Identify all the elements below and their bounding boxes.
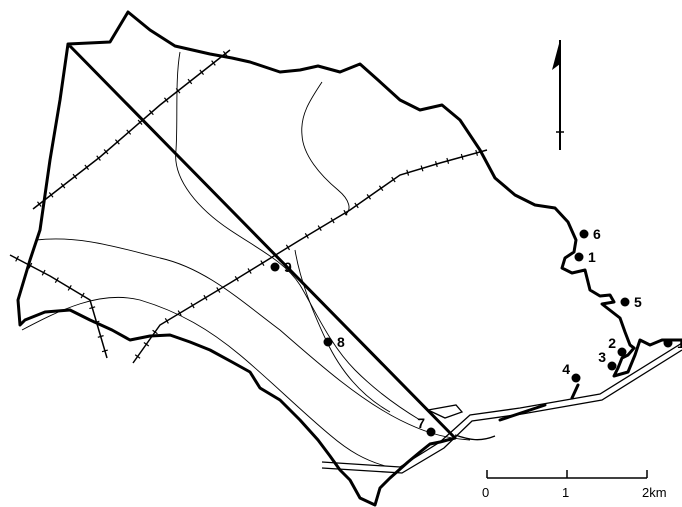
railway-west bbox=[9, 254, 108, 359]
stream-north bbox=[301, 81, 350, 216]
site-marker-1: 1 bbox=[574, 249, 596, 265]
road-south-spur bbox=[454, 434, 496, 441]
site-label: 6 bbox=[593, 226, 601, 242]
railway-central bbox=[132, 149, 488, 364]
scale-label-1: 1 bbox=[562, 485, 569, 500]
site-label: 8 bbox=[337, 334, 345, 350]
road-spur bbox=[425, 404, 464, 419]
site-dot bbox=[620, 297, 630, 307]
site-label: 4 bbox=[562, 361, 570, 377]
stream-main bbox=[35, 238, 471, 441]
railway-ticks bbox=[15, 50, 479, 359]
roads bbox=[321, 342, 682, 474]
site-marker-5: 5 bbox=[620, 294, 642, 310]
site-marker-4: 4 bbox=[562, 361, 581, 383]
railways bbox=[9, 49, 488, 364]
site-dot bbox=[579, 229, 589, 239]
scale-bar: 0 1 2km bbox=[482, 470, 667, 500]
site-dot bbox=[663, 338, 673, 348]
streams bbox=[21, 51, 471, 467]
catchment-boundary bbox=[16, 10, 682, 507]
site-marker-3: 3 bbox=[598, 349, 617, 371]
site-dot bbox=[617, 347, 627, 357]
site-label: 7 bbox=[417, 415, 425, 431]
site-label: 3 bbox=[598, 349, 606, 365]
coastal-road-south bbox=[321, 349, 682, 474]
site-marker-8: 8 bbox=[323, 334, 345, 350]
site-dot bbox=[270, 262, 280, 272]
site-label: 9 bbox=[284, 259, 292, 275]
site-marker-9: 9 bbox=[270, 259, 292, 275]
site-dot bbox=[607, 361, 617, 371]
scale-label-0: 0 bbox=[482, 485, 489, 500]
railway-north bbox=[32, 49, 231, 210]
site-label: 5 bbox=[634, 294, 642, 310]
site-dot bbox=[571, 373, 581, 383]
site-label: 2 bbox=[608, 335, 616, 351]
site-marker-6: 6 bbox=[579, 226, 601, 242]
scale-label-2: 2km bbox=[642, 485, 667, 500]
site-marker-7: 7 bbox=[417, 415, 436, 437]
coastal-road-north bbox=[321, 342, 682, 468]
site-label: 10 bbox=[677, 335, 682, 351]
stream-southwest bbox=[21, 296, 386, 467]
stream-mid bbox=[294, 249, 391, 413]
site-dot bbox=[323, 337, 333, 347]
site-dot bbox=[574, 252, 584, 262]
site-marker-2: 2 bbox=[608, 335, 627, 357]
site-dot bbox=[426, 427, 436, 437]
site-marker-10: 10 bbox=[663, 335, 682, 351]
site-label: 1 bbox=[588, 249, 596, 265]
north-arrow-icon bbox=[552, 40, 564, 150]
stream-upper-west bbox=[175, 51, 421, 421]
